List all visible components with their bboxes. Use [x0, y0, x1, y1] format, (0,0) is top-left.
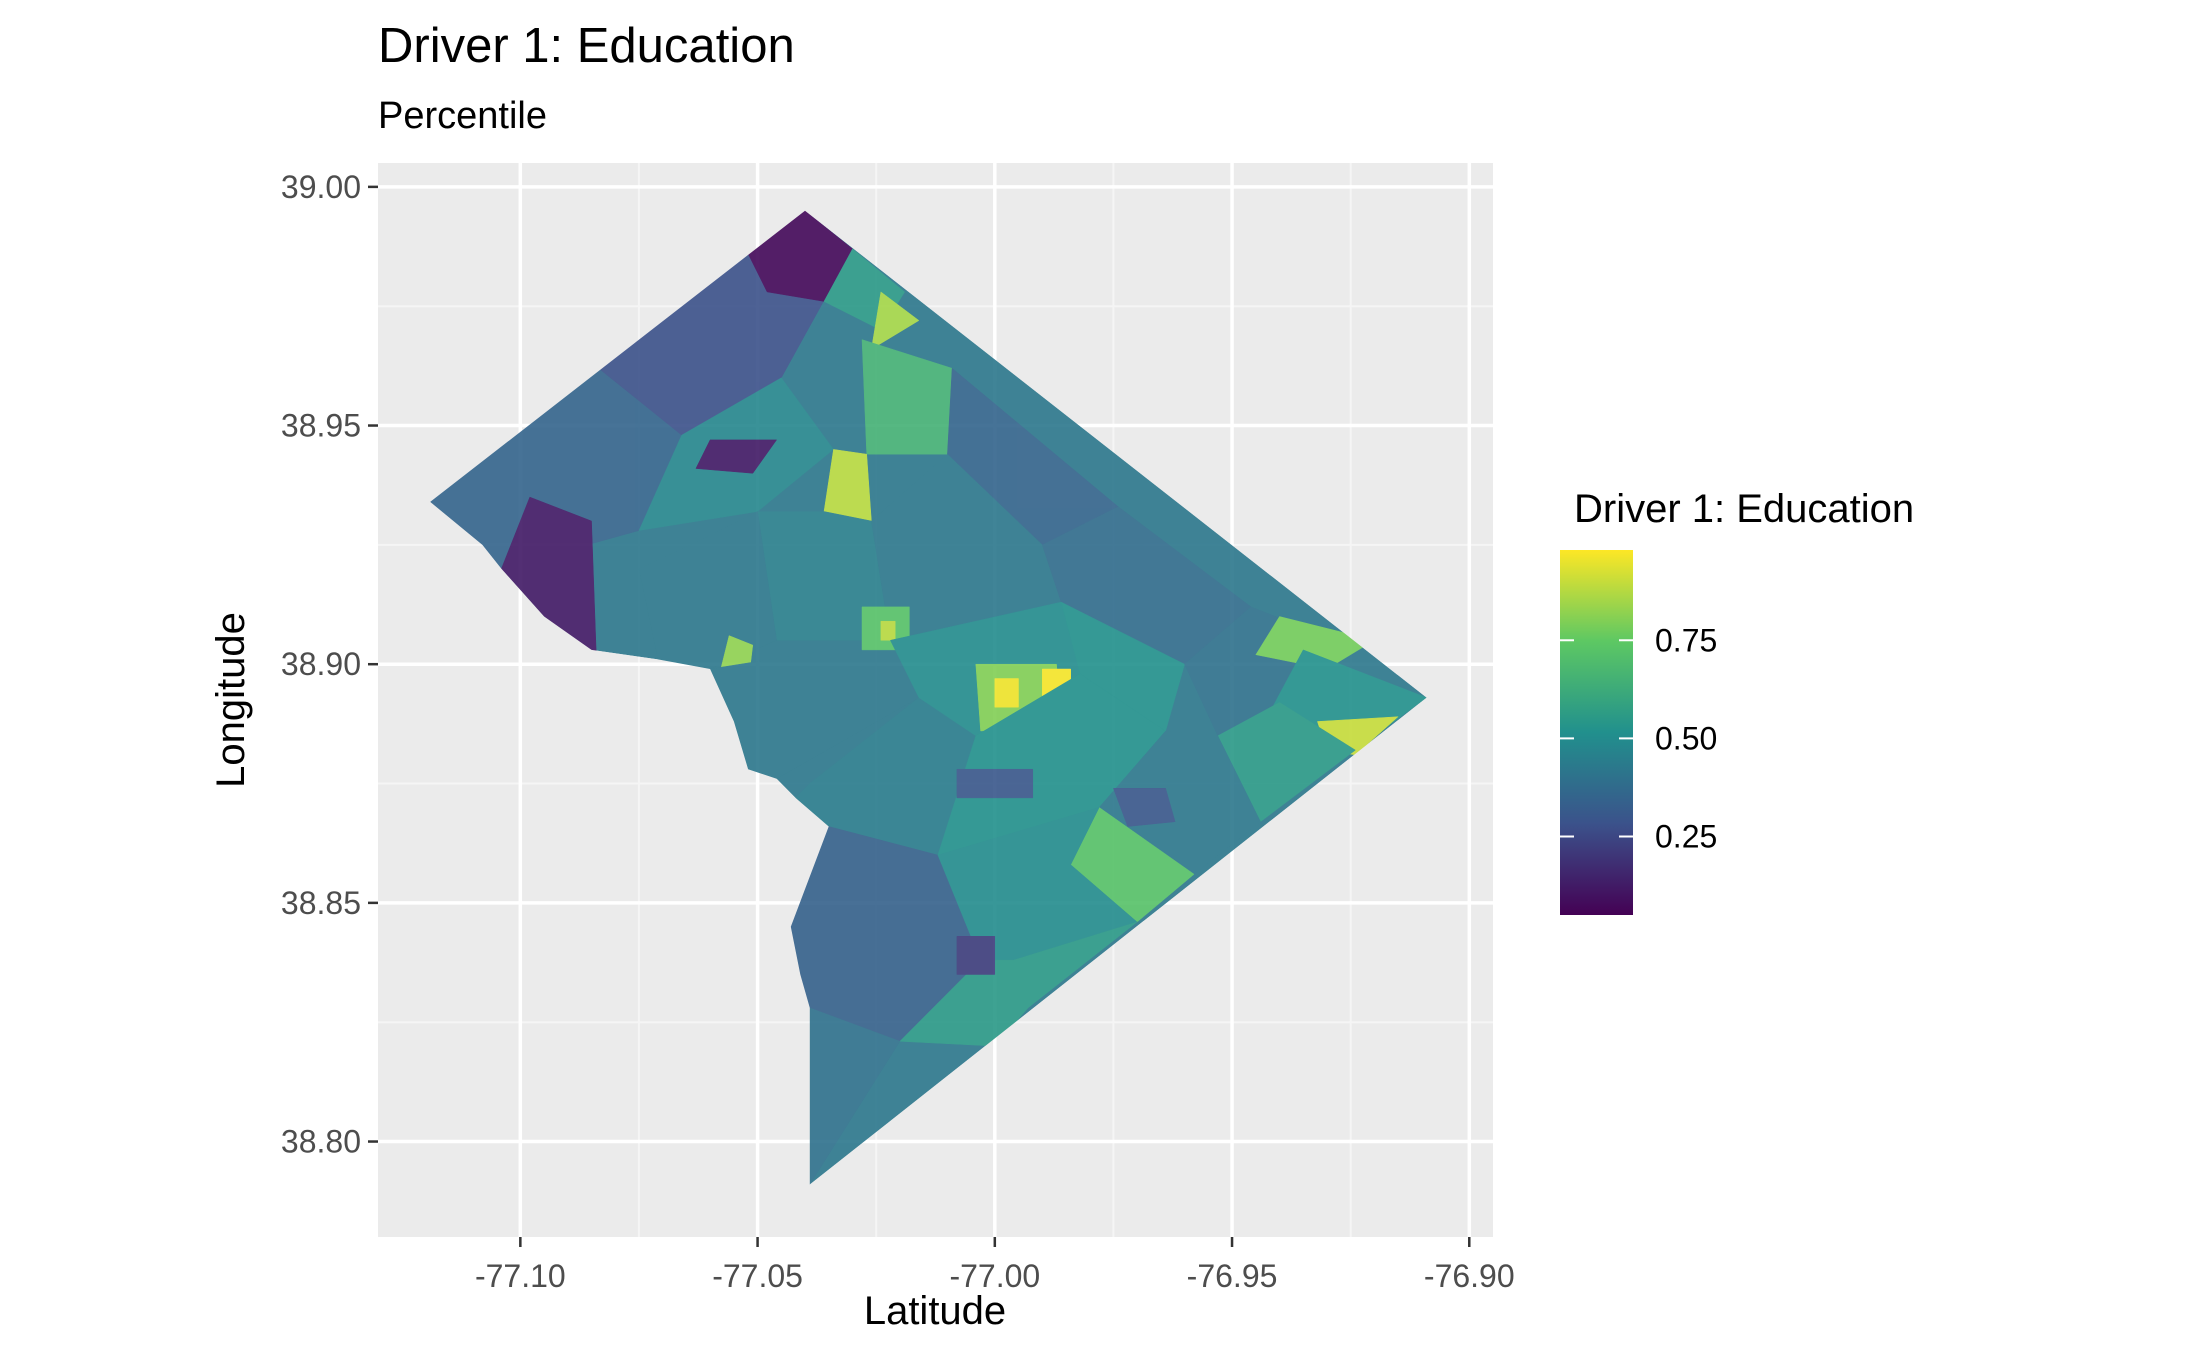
x-axis-title: Latitude: [864, 1289, 1006, 1333]
x-tick-label: -76.95: [1187, 1258, 1278, 1294]
tract-region: [994, 678, 1019, 708]
legend-title: Driver 1: Education: [1574, 487, 1914, 531]
y-tick-label: 38.90: [281, 646, 361, 682]
x-axis: -77.10 -77.05 -77.00 -76.95 -76.90: [475, 1237, 1515, 1294]
tract-region: [809, 1007, 901, 1185]
tract-region: [956, 768, 1034, 799]
legend-ticks: 0.25 0.50 0.75: [1560, 622, 1717, 855]
tract-region: [1113, 788, 1176, 827]
tract-region: [757, 511, 891, 641]
x-tick-label: -77.05: [712, 1258, 803, 1294]
x-tick-label: -77.00: [949, 1258, 1040, 1294]
tract-region: [956, 936, 996, 975]
x-tick-label: -76.90: [1424, 1258, 1515, 1294]
legend-colorbar: [1560, 550, 1633, 915]
y-tick-label: 39.00: [281, 169, 361, 205]
legend: Driver 1: Education 0.25 0.50 0.75: [1560, 487, 1914, 915]
map-layer: [430, 210, 1427, 1185]
legend-tick-label: 0.25: [1655, 819, 1717, 855]
tract-region: [880, 620, 896, 641]
chart-title: Driver 1: Education: [378, 19, 795, 73]
tract-region: [695, 439, 778, 474]
tract-region: [871, 291, 920, 350]
region-group: [430, 210, 1427, 1185]
tract-region: [899, 921, 1138, 1047]
legend-tick-label: 0.50: [1655, 720, 1717, 756]
y-tick-label: 38.80: [281, 1124, 361, 1160]
y-tick-label: 38.95: [281, 408, 361, 444]
y-axis: 38.80 38.85 38.90 38.95 39.00: [281, 169, 378, 1160]
x-tick-label: -77.10: [475, 1258, 566, 1294]
chart-subtitle: Percentile: [378, 95, 547, 137]
y-axis-title: Longitude: [209, 612, 253, 788]
legend-tick-label: 0.75: [1655, 622, 1717, 658]
tract-region: [1098, 730, 1261, 875]
y-tick-label: 38.85: [281, 885, 361, 921]
